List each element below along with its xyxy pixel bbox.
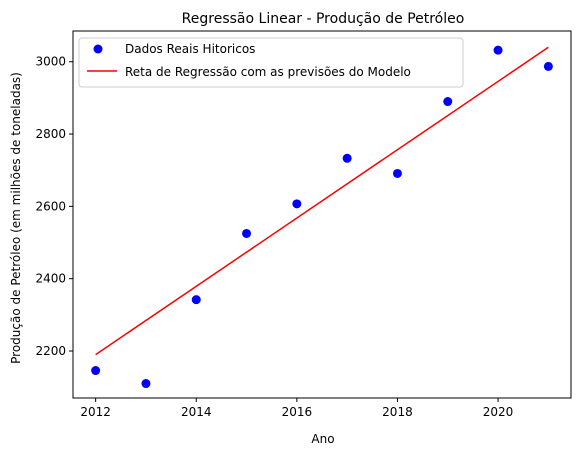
data-point — [292, 199, 302, 209]
chart-title: Regressão Linear - Produção de Petróleo — [182, 11, 465, 27]
y-tick-label: 2600 — [35, 199, 66, 213]
regression-line — [95, 46, 549, 356]
x-tick-label: 2012 — [80, 405, 111, 419]
y-tick-label: 3000 — [35, 55, 66, 69]
x-axis-label: Ano — [311, 432, 334, 446]
marks-layer — [91, 45, 553, 389]
legend-label-scatter: Dados Reais Hitoricos — [125, 42, 255, 56]
legend-label-line: Reta de Regressão com as previsões do Mo… — [125, 65, 411, 79]
y-tick-label: 2800 — [35, 127, 66, 141]
data-point — [493, 45, 503, 55]
y-tick-label: 2400 — [35, 272, 66, 286]
data-point — [342, 153, 352, 163]
data-point — [392, 168, 402, 178]
plot-area — [73, 31, 571, 398]
data-point — [141, 379, 151, 389]
x-tick-label: 2018 — [382, 405, 413, 419]
data-point — [543, 61, 553, 71]
legend-marker-scatter — [93, 44, 103, 54]
legend-box — [78, 37, 464, 88]
x-tick-label: 2020 — [483, 405, 514, 419]
x-tick-label: 2016 — [282, 405, 313, 419]
y-axis-label: Produção de Petróleo (em milhões de tone… — [9, 72, 23, 364]
y-tick-label: 2200 — [35, 344, 66, 358]
data-point — [242, 228, 252, 238]
x-tick-label: 2014 — [181, 405, 212, 419]
ticks-layer: 2012 2014 2016 2018 2020 2200 2400 2600 2800 3000 — [35, 55, 513, 419]
plot-frame — [72, 30, 572, 399]
data-point — [91, 366, 101, 376]
data-point — [443, 97, 453, 107]
legend: Dados Reais Hitoricos Reta de Regressão … — [78, 37, 464, 88]
data-point — [191, 295, 201, 305]
